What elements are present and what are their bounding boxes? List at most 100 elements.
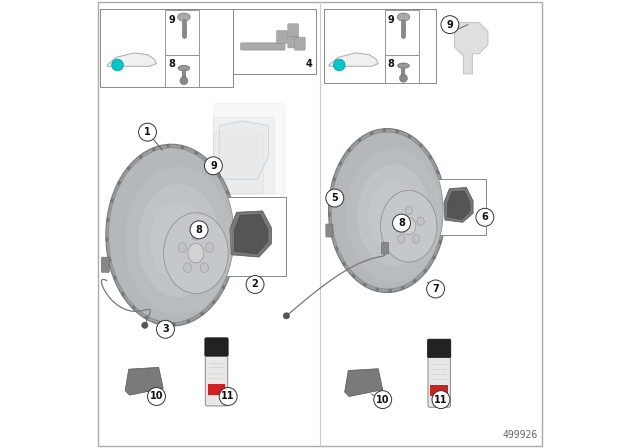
FancyBboxPatch shape (213, 117, 275, 194)
FancyBboxPatch shape (98, 2, 541, 446)
Ellipse shape (442, 222, 445, 227)
FancyBboxPatch shape (205, 338, 228, 356)
Text: 8: 8 (388, 59, 394, 69)
Ellipse shape (218, 174, 221, 178)
Ellipse shape (184, 263, 191, 272)
Polygon shape (230, 211, 271, 257)
Text: 8: 8 (398, 218, 405, 228)
FancyBboxPatch shape (213, 103, 285, 194)
Text: 9: 9 (168, 15, 175, 25)
Circle shape (219, 388, 237, 405)
Ellipse shape (440, 187, 444, 191)
Ellipse shape (127, 166, 131, 171)
Ellipse shape (333, 177, 336, 181)
Ellipse shape (108, 257, 111, 262)
Ellipse shape (178, 13, 190, 21)
Circle shape (284, 313, 289, 319)
Ellipse shape (106, 237, 109, 242)
Ellipse shape (363, 282, 367, 287)
Circle shape (399, 74, 408, 82)
Ellipse shape (221, 285, 225, 289)
Ellipse shape (200, 263, 209, 272)
Ellipse shape (397, 235, 405, 243)
Circle shape (432, 391, 450, 409)
FancyBboxPatch shape (165, 10, 199, 55)
Circle shape (246, 276, 264, 293)
Circle shape (190, 221, 208, 239)
FancyBboxPatch shape (428, 339, 451, 358)
FancyBboxPatch shape (294, 37, 305, 50)
Ellipse shape (228, 267, 232, 272)
FancyBboxPatch shape (385, 55, 419, 83)
Ellipse shape (383, 128, 386, 133)
Ellipse shape (106, 217, 110, 222)
Circle shape (111, 59, 124, 71)
Circle shape (147, 388, 165, 405)
FancyBboxPatch shape (435, 179, 486, 235)
Polygon shape (329, 53, 378, 66)
Polygon shape (219, 121, 269, 179)
FancyBboxPatch shape (205, 351, 228, 406)
Ellipse shape (413, 279, 417, 283)
Ellipse shape (212, 300, 216, 304)
FancyBboxPatch shape (100, 9, 232, 87)
Ellipse shape (369, 180, 419, 250)
Ellipse shape (234, 228, 237, 233)
Ellipse shape (109, 148, 234, 323)
Ellipse shape (152, 147, 156, 151)
Ellipse shape (370, 131, 374, 136)
Ellipse shape (358, 138, 362, 142)
FancyBboxPatch shape (428, 352, 451, 407)
Ellipse shape (438, 240, 442, 244)
Circle shape (138, 123, 156, 141)
Text: 499926: 499926 (503, 430, 538, 440)
Ellipse shape (328, 129, 446, 293)
Ellipse shape (339, 162, 342, 166)
Text: 1: 1 (144, 127, 151, 137)
Polygon shape (125, 367, 163, 395)
Ellipse shape (357, 164, 430, 266)
Ellipse shape (443, 204, 446, 209)
FancyBboxPatch shape (324, 9, 436, 83)
FancyBboxPatch shape (223, 197, 287, 276)
FancyBboxPatch shape (385, 10, 419, 55)
Ellipse shape (348, 148, 351, 153)
FancyBboxPatch shape (276, 30, 287, 43)
FancyBboxPatch shape (165, 55, 199, 87)
Ellipse shape (388, 289, 392, 293)
FancyBboxPatch shape (241, 43, 285, 50)
Ellipse shape (397, 13, 410, 21)
Ellipse shape (346, 149, 441, 282)
Ellipse shape (178, 65, 189, 71)
Polygon shape (107, 53, 156, 66)
Ellipse shape (401, 218, 416, 235)
Ellipse shape (132, 306, 136, 310)
Text: 11: 11 (434, 395, 448, 405)
Polygon shape (234, 215, 268, 254)
Text: 3: 3 (162, 324, 169, 334)
Text: 6: 6 (481, 212, 488, 222)
Ellipse shape (329, 194, 333, 199)
Circle shape (180, 77, 188, 85)
Circle shape (476, 208, 494, 226)
Polygon shape (454, 22, 488, 74)
Ellipse shape (195, 151, 198, 155)
FancyBboxPatch shape (326, 224, 333, 237)
Ellipse shape (164, 213, 228, 293)
Ellipse shape (205, 243, 214, 253)
Ellipse shape (423, 268, 427, 273)
Ellipse shape (408, 134, 412, 139)
Polygon shape (344, 369, 383, 396)
Polygon shape (447, 191, 470, 220)
Ellipse shape (332, 132, 443, 289)
Ellipse shape (335, 247, 339, 251)
FancyBboxPatch shape (96, 0, 544, 448)
FancyBboxPatch shape (101, 257, 109, 272)
Ellipse shape (138, 184, 220, 297)
Text: 4: 4 (305, 60, 312, 69)
FancyBboxPatch shape (288, 24, 298, 37)
Ellipse shape (352, 273, 355, 278)
Text: 9: 9 (210, 161, 217, 171)
Circle shape (326, 189, 344, 207)
Ellipse shape (178, 243, 186, 253)
